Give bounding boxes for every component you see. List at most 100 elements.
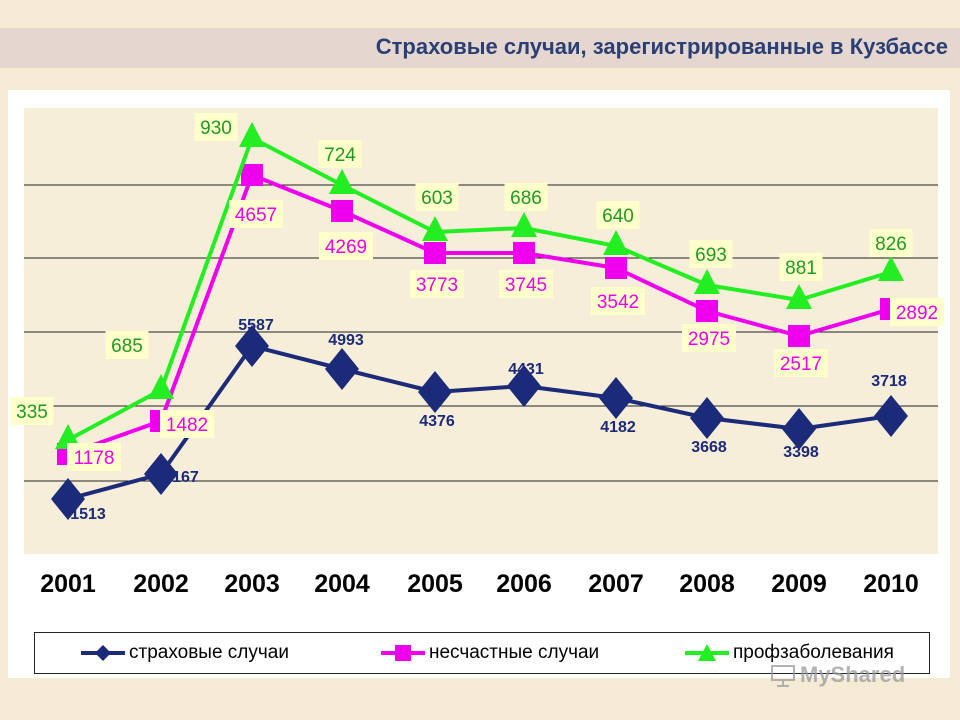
data-label-occupational: 693 <box>695 245 727 266</box>
data-label-box <box>890 298 944 326</box>
data-point-accidents <box>331 200 353 222</box>
data-point-insurance <box>144 453 178 495</box>
data-point-insurance <box>507 365 541 407</box>
data-label-insurance: 2167 <box>163 469 199 486</box>
data-label-box <box>415 183 459 211</box>
legend-item-insurance: страховые случаи <box>79 633 289 673</box>
data-label-occupational: 686 <box>510 188 542 209</box>
data-point-accidents <box>605 257 627 279</box>
x-tick-label: 2001 <box>40 570 96 598</box>
data-label-box <box>499 270 553 298</box>
data-point-insurance <box>325 348 359 390</box>
data-label-box <box>504 183 548 211</box>
data-label-occupational: 881 <box>785 258 817 279</box>
data-label-accidents: 4657 <box>235 205 277 226</box>
data-label-accidents: 2975 <box>688 329 730 350</box>
data-label-insurance: 1513 <box>70 506 106 523</box>
data-label-insurance: 3668 <box>691 439 727 456</box>
data-label-occupational: 724 <box>324 145 356 166</box>
legend-label: несчастные случаи <box>429 642 600 663</box>
data-label-accidents: 2892 <box>896 303 938 324</box>
data-point-occupational <box>422 216 448 241</box>
data-point-occupational <box>148 374 174 399</box>
data-label-occupational: 640 <box>602 206 634 227</box>
data-label-box <box>596 201 640 229</box>
x-tick-label: 2007 <box>588 570 644 598</box>
data-label-accidents: 1482 <box>166 415 208 436</box>
data-point-occupational <box>239 122 265 147</box>
series-line-accidents <box>67 173 892 456</box>
data-label-box <box>779 253 823 281</box>
data-label-box <box>67 443 121 471</box>
x-tick-label: 2002 <box>133 570 189 598</box>
presentation-icon <box>771 665 795 687</box>
data-label-box <box>160 410 214 438</box>
x-tick-label: 2009 <box>771 570 827 598</box>
data-label-accidents: 1178 <box>74 448 115 469</box>
x-tick-label: 2003 <box>224 570 280 598</box>
x-axis-ticks: 2001 2002 2003 2004 2005 2006 2007 2008 2009 2010 <box>40 570 919 598</box>
data-label-insurance: 4993 <box>328 332 364 349</box>
data-labels: 1513 2167 5587 4993 4376 4431 4182 3668 3398 3718… <box>10 113 944 523</box>
data-point-insurance <box>690 397 724 439</box>
data-label-insurance: 3398 <box>783 444 819 461</box>
data-label-accidents: 3745 <box>505 275 547 296</box>
data-label-occupational: 335 <box>16 402 48 423</box>
data-label-occupational: 826 <box>875 234 907 255</box>
data-label-insurance: 4182 <box>600 419 636 436</box>
data-point-accidents <box>696 300 718 322</box>
data-point-accidents <box>513 242 535 264</box>
data-label-accidents: 3542 <box>597 292 639 313</box>
data-label-box <box>689 240 733 268</box>
square-marker-icon <box>381 645 425 661</box>
data-label-accidents: 4269 <box>325 237 367 258</box>
data-point-accidents <box>788 325 810 347</box>
watermark-text: MyShared <box>800 662 906 687</box>
data-label-occupational: 930 <box>200 118 232 139</box>
data-label-box <box>318 140 362 168</box>
data-label-box <box>319 232 373 260</box>
series-line-occupational <box>67 136 892 442</box>
data-point-occupational <box>694 269 720 294</box>
legend-item-occupational: профзаболевания <box>683 633 894 673</box>
data-label-accidents: 3773 <box>416 275 458 296</box>
data-label-box <box>105 331 149 359</box>
data-label-insurance: 3718 <box>871 373 907 390</box>
data-label-box <box>682 324 736 352</box>
data-point-insurance <box>235 325 269 367</box>
x-tick-label: 2004 <box>314 570 370 598</box>
data-point-insurance <box>51 478 85 520</box>
data-point-insurance <box>782 408 816 450</box>
data-label-occupational: 685 <box>111 336 143 357</box>
x-tick-label: 2010 <box>863 570 919 598</box>
data-point-occupational <box>786 284 812 309</box>
diamond-marker-icon <box>81 645 125 661</box>
data-label-occupational: 603 <box>421 188 453 209</box>
data-point-accidents <box>241 164 263 186</box>
data-label-box <box>10 397 54 425</box>
data-point-occupational <box>603 230 629 255</box>
data-label-insurance: 5587 <box>238 317 274 334</box>
data-label-box <box>410 270 464 298</box>
legend-label: страховые случаи <box>129 642 289 663</box>
triangle-marker-icon <box>685 644 729 661</box>
data-point-occupational <box>329 169 355 194</box>
x-tick-label: 2008 <box>679 570 735 598</box>
data-label-box <box>194 113 238 141</box>
chart-title: Страховые случаи, зарегистрированные в К… <box>375 34 948 59</box>
legend-item-accidents: несчастные случаи <box>379 633 599 673</box>
data-label-insurance: 4431 <box>508 361 544 378</box>
data-point-insurance <box>418 371 452 413</box>
data-label-box <box>774 349 828 377</box>
data-label-insurance: 4376 <box>419 413 455 430</box>
data-point-occupational <box>878 256 904 281</box>
data-point-insurance <box>874 395 908 437</box>
data-point-accidents <box>424 242 446 264</box>
data-point-occupational <box>511 212 537 237</box>
x-tick-label: 2006 <box>496 570 552 598</box>
watermark: MyShared <box>770 660 905 690</box>
data-label-box <box>591 287 645 315</box>
x-tick-label: 2005 <box>407 570 463 598</box>
data-label-accidents: 2517 <box>780 354 822 375</box>
